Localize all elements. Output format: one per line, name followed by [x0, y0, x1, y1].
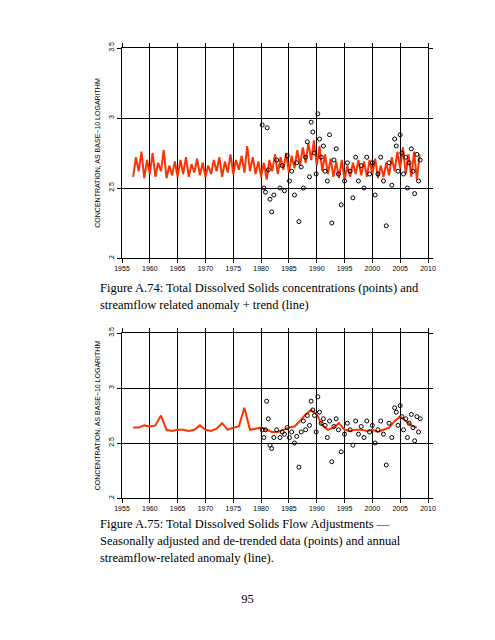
- svg-text:1995: 1995: [337, 505, 353, 512]
- svg-text:CONCENTRATION, AS BASE−10 LOGA: CONCENTRATION, AS BASE−10 LOGARITHM: [94, 78, 101, 228]
- html-text:Figure A.75: Total Dissolved S: Figure A.75: Total Dissolved Solids Flow…: [100, 517, 401, 565]
- svg-text:2: 2: [108, 495, 115, 499]
- svg-text:1965: 1965: [170, 505, 186, 512]
- svg-text:1990: 1990: [309, 265, 325, 272]
- svg-text:1985: 1985: [281, 505, 297, 512]
- svg-text:1990: 1990: [309, 505, 325, 512]
- svg-text:1980: 1980: [253, 505, 269, 512]
- svg-text:1975: 1975: [225, 505, 241, 512]
- html-text:95: 95: [241, 592, 254, 606]
- svg-text:1965: 1965: [170, 265, 186, 272]
- svg-text:3.5: 3.5: [108, 42, 115, 52]
- svg-text:1955: 1955: [114, 505, 130, 512]
- svg-text:2000: 2000: [365, 505, 381, 512]
- svg-text:1970: 1970: [198, 265, 214, 272]
- svg-text:2005: 2005: [392, 265, 408, 272]
- svg-text:1960: 1960: [142, 265, 158, 272]
- svg-text:1975: 1975: [225, 265, 241, 272]
- svg-text:2005: 2005: [392, 505, 408, 512]
- svg-text:2: 2: [108, 255, 115, 259]
- svg-text:2.5: 2.5: [108, 437, 115, 447]
- svg-text:2000: 2000: [365, 265, 381, 272]
- svg-text:CONCENTRATION, AS BASE−10 LOGA: CONCENTRATION, AS BASE−10 LOGARITHM: [94, 341, 101, 491]
- svg-text:1980: 1980: [253, 265, 269, 272]
- svg-text:1970: 1970: [198, 505, 214, 512]
- svg-text:3.5: 3.5: [108, 327, 115, 337]
- svg-text:1960: 1960: [142, 505, 158, 512]
- svg-text:1955: 1955: [114, 265, 130, 272]
- svg-text:2010: 2010: [420, 505, 436, 512]
- svg-text:3: 3: [108, 115, 115, 119]
- svg-text:1985: 1985: [281, 265, 297, 272]
- svg-text:3: 3: [108, 385, 115, 389]
- svg-text:1995: 1995: [337, 265, 353, 272]
- svg-text:2.5: 2.5: [108, 182, 115, 192]
- svg-text:2010: 2010: [420, 265, 436, 272]
- html-text:Figure A.74: Total Dissolved S: Figure A.74: Total Dissolved Solids conc…: [100, 281, 419, 312]
